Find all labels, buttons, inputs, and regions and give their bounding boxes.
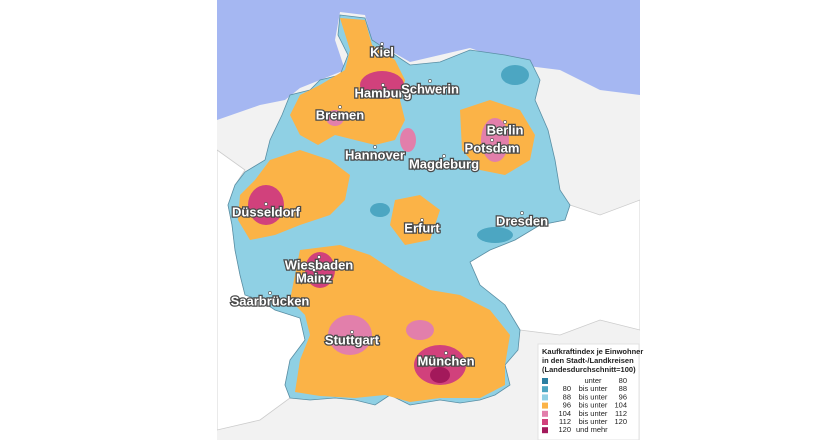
city-label: Dresden bbox=[496, 213, 548, 228]
city-dot bbox=[338, 105, 342, 109]
legend-title: (Landesdurchschnitt=100) bbox=[542, 365, 636, 374]
city-label: Erfurt bbox=[404, 220, 440, 235]
legend-swatch bbox=[542, 402, 548, 409]
legend-swatch bbox=[542, 394, 548, 401]
city-label: Kiel bbox=[370, 44, 394, 59]
legend-to: 112 bbox=[615, 409, 627, 418]
city-dot bbox=[490, 138, 494, 142]
legend-swatch bbox=[542, 386, 548, 393]
legend-from: 96 bbox=[563, 401, 571, 410]
city-label: Bremen bbox=[316, 107, 364, 122]
city-label: Magdeburg bbox=[409, 156, 479, 171]
city-dot bbox=[268, 291, 272, 295]
city-dot bbox=[520, 211, 524, 215]
city-dot bbox=[442, 154, 446, 158]
legend-box bbox=[537, 343, 640, 440]
city-dot bbox=[350, 330, 354, 334]
city-dot bbox=[380, 42, 384, 46]
legend-to: 104 bbox=[614, 401, 627, 410]
legend-from: 80 bbox=[563, 384, 571, 393]
legend-swatch bbox=[542, 378, 548, 384]
city-label: Schwerin bbox=[401, 81, 459, 96]
legend-from: 104 bbox=[558, 409, 571, 418]
legend-label: unter bbox=[584, 376, 602, 385]
city-label: Hannover bbox=[345, 147, 405, 162]
legend-from: 88 bbox=[563, 392, 571, 401]
city-label: Mainz bbox=[296, 270, 333, 285]
legend-title: Kaufkraftindex je Einwohner bbox=[542, 347, 643, 356]
city-dot bbox=[317, 255, 321, 259]
city-dot bbox=[420, 218, 424, 222]
legend-to: 88 bbox=[619, 384, 627, 393]
legend-title: in den Stadt-/Landkreisen bbox=[542, 356, 634, 365]
city-label: Wiesbaden bbox=[285, 257, 354, 272]
city-dot bbox=[503, 120, 507, 124]
legend-from: 120 bbox=[558, 425, 571, 434]
city-dot bbox=[312, 268, 316, 272]
legend-label: bis unter bbox=[579, 401, 608, 410]
legend-label: bis unter bbox=[579, 392, 608, 401]
city-dot bbox=[428, 79, 432, 83]
legend-from: 112 bbox=[559, 417, 571, 426]
city-label: Potsdam bbox=[465, 140, 520, 155]
legend-to: 120 bbox=[614, 417, 627, 426]
city-dot bbox=[264, 202, 268, 206]
city-dot bbox=[381, 83, 385, 87]
legend-label: bis unter bbox=[579, 417, 608, 426]
city-label: Düsseldorf bbox=[232, 204, 301, 219]
legend-swatch bbox=[542, 410, 548, 417]
legend-to: 80 bbox=[619, 376, 627, 385]
city-label: Saarbrücken bbox=[231, 293, 310, 308]
legend-label: und mehr bbox=[576, 425, 608, 434]
legend-label: bis unter bbox=[579, 384, 608, 393]
city-label: Stuttgart bbox=[325, 332, 380, 347]
legend-swatch bbox=[542, 427, 548, 434]
germany bbox=[227, 14, 571, 406]
legend-label: bis unter bbox=[579, 409, 608, 418]
city-dot bbox=[373, 145, 377, 149]
city-dot bbox=[444, 351, 448, 355]
legend-swatch bbox=[542, 419, 548, 425]
city-label: Berlin bbox=[487, 122, 524, 137]
sea bbox=[217, 0, 640, 120]
city-label: München bbox=[417, 353, 474, 368]
legend-to: 96 bbox=[619, 392, 627, 401]
city-label: Hamburg bbox=[354, 85, 411, 100]
